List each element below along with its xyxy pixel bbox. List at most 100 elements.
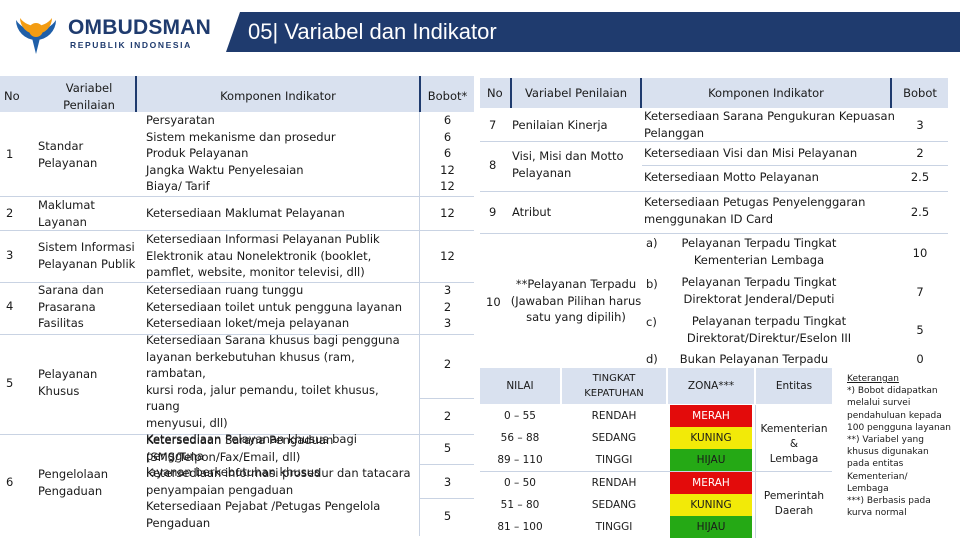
bobot-value: 7 (916, 285, 924, 299)
logo-subtitle: REPUBLIK INDONESIA (70, 40, 192, 50)
zona-tingkat: RENDAH (591, 410, 637, 422)
bobot-values: 6 6 6 12 12 (440, 113, 455, 193)
zona-header-zona: ZONA*** (687, 380, 735, 392)
option-text: Pelayanan Terpadu Tingkat Kementerian Lem… (681, 236, 837, 267)
right-header-accent (510, 78, 512, 108)
left-header-no: No (4, 89, 20, 103)
zona-nilai: 89 – 110 (497, 454, 543, 466)
variabel-label: Standar Pelayanan (38, 139, 98, 170)
bobot-value: 2 (916, 146, 924, 160)
row-divider (480, 141, 948, 142)
variabel-label: Sarana dan Prasarana Fasilitas (38, 283, 104, 330)
row-number: 5 (6, 376, 14, 390)
bobot-divider (419, 398, 474, 399)
row-divider (480, 233, 948, 234)
zona-badge-merah: MERAH (670, 405, 752, 427)
bobot-value: 2.5 (910, 170, 930, 184)
row-number: 8 (489, 158, 497, 172)
option-text: Bukan Pelayanan Terpadu (679, 352, 829, 366)
bobot-value: 2.5 (910, 205, 930, 219)
col-divider (419, 112, 420, 536)
option-letter: b) (646, 277, 658, 291)
col-divider (755, 405, 756, 538)
right-header-komponen: Komponen Indikator (708, 86, 824, 100)
entitas-label: Pemerintah Daerah (763, 490, 825, 517)
zona-header-bg (480, 368, 560, 404)
zona-badge-kuning: KUNING (670, 494, 752, 516)
zona-header-nilai: NILAI (506, 380, 534, 392)
option-letter: d) (646, 352, 658, 366)
right-header-accent (640, 78, 642, 108)
row-number: 4 (6, 299, 14, 313)
zona-nilai: 56 – 88 (500, 432, 540, 444)
right-header-variabel: Variabel Penilaian (524, 86, 628, 100)
bobot-divider (419, 464, 474, 465)
ombudsman-emblem-icon (16, 18, 56, 54)
zona-tingkat: SEDANG (591, 432, 637, 444)
left-header-bg-komponen (137, 76, 419, 112)
bobot-value: 5 (443, 509, 452, 523)
bobot-value: 5 (443, 441, 452, 455)
row-divider (0, 434, 474, 435)
keterangan-notes: Keterangan *) Bobot didapatkan melalui s… (847, 373, 959, 519)
right-header-no: No (487, 86, 503, 100)
ombudsman-logo (10, 8, 210, 58)
zona-group-divider (480, 471, 832, 472)
komponen-list: Ketersediaan Sarana khusus bagi pengguna… (146, 333, 400, 479)
komponen-list: Ketersediaan ruang tunggu Ketersediaan to… (146, 283, 403, 330)
bobot-value: 3 (916, 118, 924, 132)
row-number: 9 (489, 205, 497, 219)
row-divider (0, 230, 474, 231)
row-divider (0, 334, 474, 335)
zona-nilai: 81 – 100 (497, 521, 543, 533)
bobot-value: 2 (443, 409, 452, 423)
row-number: 6 (6, 475, 14, 489)
option-text: Pelayanan Terpadu Tingkat Direktorat Jend… (681, 275, 837, 306)
keterangan-title: Keterangan (847, 374, 899, 384)
komponen-list: Ketersediaan Maklumat Pelayanan (146, 206, 345, 220)
row-divider (0, 196, 474, 197)
zona-badge-kuning: KUNING (670, 427, 752, 449)
row-number: 7 (489, 118, 497, 132)
logo-wordmark: OMBUDSMAN (68, 16, 211, 39)
option-letter: c) (646, 315, 657, 329)
variabel-label: Pelayanan Khusus (38, 367, 98, 398)
row-number: 10 (486, 295, 501, 309)
bobot-value: 5 (916, 323, 924, 337)
right-header-bg (642, 78, 890, 108)
bobot-value: 12 (440, 249, 455, 263)
zona-tingkat: RENDAH (591, 477, 637, 489)
bobot-value: 0 (916, 352, 924, 366)
variabel-label: Atribut (512, 205, 552, 219)
row-number: 2 (6, 206, 14, 220)
zona-nilai: 0 – 50 (504, 477, 536, 489)
variabel-label: **Pelayanan Terpadu (Jawaban Pilihan haru… (510, 277, 642, 324)
bobot-value: 3 (443, 475, 452, 489)
komponen-item: Ketersediaan Visi dan Misi Pelayanan (644, 146, 858, 160)
variabel-label: Sistem Informasi Pelayanan Publik (38, 240, 136, 271)
komponen-item: Ketersediaan Motto Pelayanan (644, 170, 819, 184)
row-divider (0, 282, 474, 283)
zona-badge-hijau: HIJAU (670, 449, 752, 471)
zona-header-tingkat: TINGKAT KEPATUHAN (584, 373, 644, 399)
left-header-variabel: Variabel Penilaian (63, 81, 115, 112)
zona-header-bg (756, 368, 832, 404)
title-band (226, 12, 960, 52)
entitas-label: Kementerian & Lembaga (760, 423, 828, 465)
zona-header-entitas: Entitas (775, 380, 813, 392)
zona-header-bg (668, 368, 754, 404)
komponen-list: Ketersediaan Petugas Penyelenggaran mengg… (644, 195, 866, 226)
option-letter: a) (646, 236, 658, 250)
option-text: Pelayanan terpadu Tingkat Direktorat/Dire… (686, 314, 852, 345)
zona-badge-merah: MERAH (670, 472, 752, 494)
right-header-bg (480, 78, 510, 108)
right-header-bobot: Bobot (903, 86, 937, 100)
right-header-bg (892, 78, 948, 108)
komponen-list: Ketersediaan Sarana Pengaduan (SMS/Telpon… (146, 433, 411, 530)
variabel-label: Penilaian Kinerja (512, 118, 608, 132)
row-number: 3 (6, 248, 14, 262)
bobot-divider (419, 498, 474, 499)
bobot-value: 12 (440, 206, 455, 220)
variabel-label: Maklumat Layanan (38, 198, 95, 229)
